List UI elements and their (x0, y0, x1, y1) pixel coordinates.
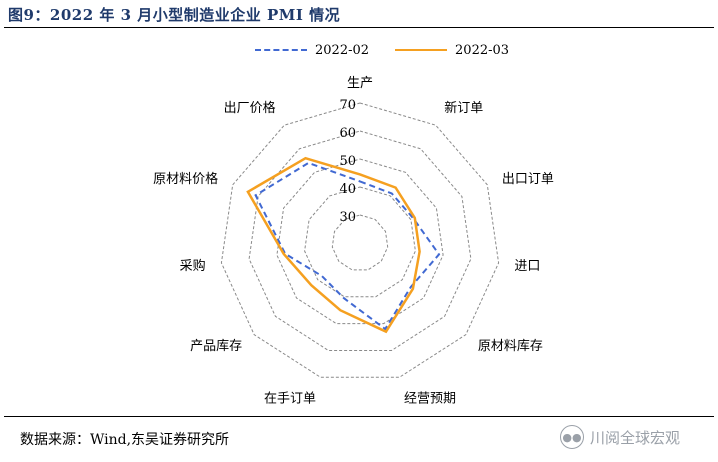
legend-item-2022-03: 2022-03 (395, 43, 509, 58)
legend-label: 2022-03 (455, 42, 510, 58)
wechat-icon: ●● (560, 425, 584, 449)
category-label: 进口 (514, 259, 540, 274)
category-label: 产品库存 (190, 338, 242, 354)
grid-ring-40 (304, 186, 416, 298)
category-label: 原材料价格 (153, 171, 218, 187)
category-label: 新订单 (444, 100, 483, 116)
category-label: 生产 (347, 76, 373, 91)
category-label: 原材料库存 (478, 338, 543, 354)
legend-swatch-solid (395, 49, 448, 51)
legend: 2022-02 2022-03 (255, 40, 535, 60)
series-line-2022-03 (246, 156, 421, 334)
category-label: 出口订单 (502, 172, 554, 187)
category-label: 出厂价格 (224, 100, 276, 116)
grid-ring-70 (220, 102, 500, 378)
series-line-2022-02 (254, 161, 441, 331)
title-rule (4, 27, 714, 28)
legend-label: 2022-02 (315, 42, 370, 58)
watermark: ●● 川阅全球宏观 (560, 425, 680, 449)
category-label: 在手订单 (264, 392, 316, 407)
source-rule (4, 416, 714, 417)
legend-item-2022-02: 2022-02 (255, 43, 369, 58)
tick-label-30: 30 (339, 210, 356, 225)
tick-label-50: 50 (339, 154, 356, 169)
chart-title: 图9：2022 年 3 月小型制造业企业 PMI 情况 (8, 6, 341, 24)
grid-ring-30 (331, 214, 389, 271)
tick-label-70: 70 (339, 98, 356, 113)
legend-swatch-dashed (255, 49, 307, 51)
watermark-text: 川阅全球宏观 (590, 428, 681, 447)
grid-ring-50 (276, 158, 444, 325)
tick-label-60: 60 (339, 126, 356, 141)
category-label: 经营预期 (404, 392, 456, 407)
source-note: 数据来源：Wind,东吴证券研究所 (20, 432, 230, 448)
grid-ring-60 (248, 130, 472, 351)
tick-label-40: 40 (339, 182, 356, 197)
category-label: 采购 (180, 258, 206, 274)
